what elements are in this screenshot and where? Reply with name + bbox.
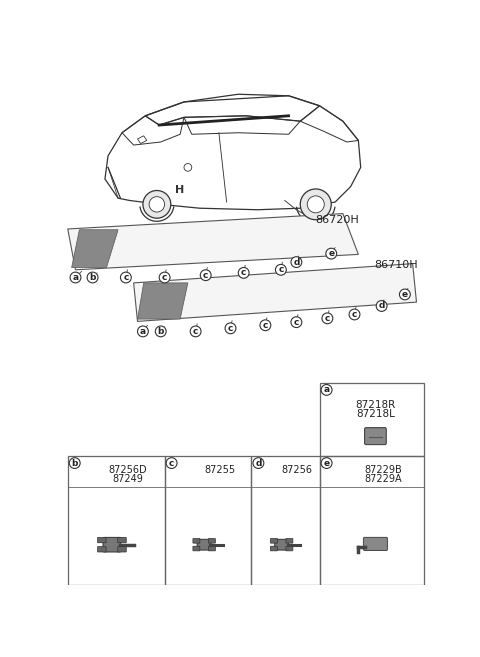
Circle shape: [120, 272, 132, 283]
Circle shape: [70, 272, 81, 283]
FancyBboxPatch shape: [97, 537, 106, 543]
Circle shape: [291, 317, 302, 328]
Circle shape: [326, 248, 336, 259]
Circle shape: [184, 164, 192, 171]
Text: 87218R: 87218R: [355, 399, 396, 409]
FancyBboxPatch shape: [208, 546, 216, 551]
Text: 87249: 87249: [112, 474, 143, 484]
FancyBboxPatch shape: [286, 539, 293, 543]
Circle shape: [149, 196, 165, 212]
Circle shape: [190, 326, 201, 337]
Circle shape: [159, 272, 170, 283]
Circle shape: [300, 189, 331, 219]
Text: e: e: [328, 249, 334, 258]
Circle shape: [200, 270, 211, 281]
Circle shape: [225, 323, 236, 334]
FancyBboxPatch shape: [286, 546, 293, 551]
Text: a: a: [140, 327, 146, 336]
Circle shape: [253, 458, 264, 468]
Text: c: c: [241, 268, 246, 277]
FancyBboxPatch shape: [118, 547, 126, 552]
Text: c: c: [162, 273, 168, 282]
FancyBboxPatch shape: [270, 546, 277, 551]
Text: d: d: [293, 258, 300, 267]
Text: c: c: [203, 271, 208, 280]
FancyBboxPatch shape: [197, 539, 211, 550]
Circle shape: [143, 191, 171, 218]
Circle shape: [291, 257, 302, 267]
Text: b: b: [89, 273, 96, 282]
FancyBboxPatch shape: [193, 546, 200, 551]
Text: 87229A: 87229A: [364, 474, 402, 484]
Text: c: c: [228, 324, 233, 333]
Text: 87229B: 87229B: [364, 465, 402, 475]
FancyBboxPatch shape: [193, 539, 200, 543]
Text: c: c: [123, 273, 129, 282]
Polygon shape: [68, 214, 359, 270]
Circle shape: [260, 320, 271, 330]
Text: H: H: [176, 185, 185, 196]
Circle shape: [399, 289, 410, 300]
Circle shape: [238, 267, 249, 279]
Text: 87218L: 87218L: [356, 409, 395, 419]
Circle shape: [322, 313, 333, 324]
FancyBboxPatch shape: [118, 537, 126, 543]
FancyBboxPatch shape: [363, 537, 387, 551]
Text: 87256D: 87256D: [108, 465, 147, 475]
Polygon shape: [137, 283, 188, 319]
Text: e: e: [402, 290, 408, 299]
Circle shape: [166, 458, 177, 468]
FancyBboxPatch shape: [270, 539, 277, 543]
Text: b: b: [72, 459, 78, 468]
Text: c: c: [294, 318, 299, 327]
Text: d: d: [255, 459, 262, 468]
Circle shape: [307, 196, 324, 213]
Circle shape: [87, 272, 98, 283]
Text: a: a: [72, 273, 79, 282]
Text: e: e: [324, 459, 330, 468]
Polygon shape: [133, 263, 417, 321]
Circle shape: [156, 326, 166, 337]
Circle shape: [69, 458, 80, 468]
Circle shape: [349, 309, 360, 320]
Text: c: c: [324, 314, 330, 323]
Text: d: d: [378, 302, 385, 311]
Circle shape: [276, 264, 286, 275]
FancyBboxPatch shape: [365, 428, 386, 445]
Text: c: c: [169, 459, 174, 468]
Circle shape: [321, 384, 332, 396]
Text: c: c: [263, 321, 268, 330]
FancyBboxPatch shape: [275, 539, 288, 550]
Text: c: c: [278, 265, 284, 275]
Text: 87255: 87255: [204, 465, 235, 475]
Circle shape: [137, 326, 148, 337]
Text: a: a: [324, 386, 330, 394]
Polygon shape: [72, 230, 118, 267]
Circle shape: [376, 301, 387, 311]
FancyBboxPatch shape: [103, 537, 121, 552]
FancyBboxPatch shape: [97, 547, 106, 552]
Text: 86710H: 86710H: [374, 260, 418, 270]
Text: c: c: [352, 310, 357, 319]
FancyBboxPatch shape: [208, 539, 216, 543]
Text: c: c: [193, 327, 198, 336]
Text: b: b: [157, 327, 164, 336]
Text: 86720H: 86720H: [316, 215, 360, 225]
Circle shape: [321, 458, 332, 468]
Text: 87256: 87256: [282, 465, 312, 475]
